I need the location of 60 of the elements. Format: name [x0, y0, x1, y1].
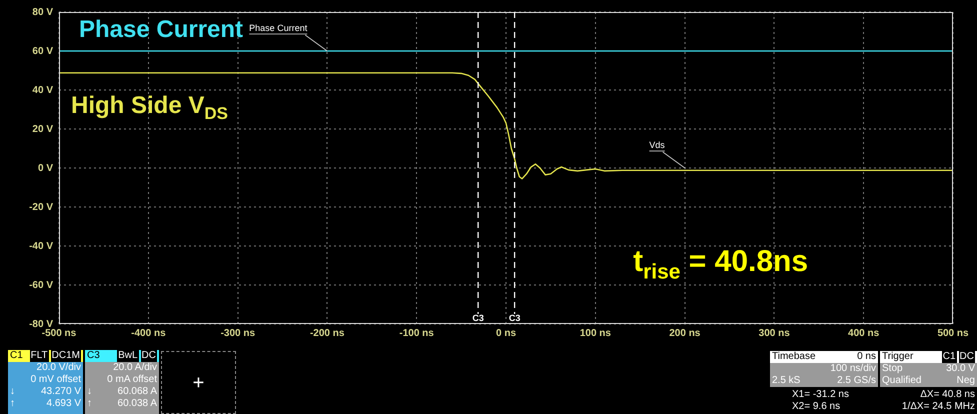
y-tick-label: 40 V — [32, 84, 54, 96]
x-tick-label: 300 ns — [758, 328, 790, 339]
text: 0 mA offset — [107, 374, 157, 386]
y-tick-label: -20 V — [29, 202, 54, 213]
text: 1/ΔX= 24.5 MHz — [902, 401, 975, 413]
x-tick-label: 0 ns — [496, 328, 516, 339]
text: 2.5 GS/s — [837, 375, 876, 387]
x-tick-label: -200 ns — [310, 328, 345, 339]
text: ΔX= 40.8 ns — [920, 389, 975, 401]
text: Qualified — [882, 375, 922, 387]
y-tick-label: 20 V — [32, 124, 54, 135]
text: DC — [140, 350, 157, 362]
text: + — [192, 372, 204, 394]
text: C1 — [10, 350, 23, 362]
text: 100 ns/div — [830, 363, 876, 375]
y-tick-label: -80 V — [29, 318, 54, 330]
text: Trigger — [882, 351, 914, 363]
x-tick-label: 100 ns — [580, 328, 612, 339]
text: C3 — [87, 350, 100, 362]
text: FLT — [30, 350, 49, 362]
x-tick-label: 500 ns — [937, 328, 969, 339]
annotation: Vds — [649, 140, 666, 150]
text: 60.068 A — [118, 386, 157, 398]
text: C1 — [942, 351, 957, 363]
text: 60.038 A — [118, 398, 157, 410]
text: 20.0 A/div — [113, 362, 157, 374]
x-tick-label: -400 ns — [131, 328, 166, 339]
text: 43.270 V — [40, 386, 81, 398]
text: X2= 9.6 ns — [792, 401, 840, 413]
text: ↓ — [10, 386, 15, 398]
annotation: Phase Current — [249, 22, 308, 33]
x-tick-label: 200 ns — [669, 328, 701, 339]
text: Neg — [956, 375, 975, 387]
ref-line-label: C3 — [508, 312, 520, 323]
text: ↓ — [87, 386, 92, 398]
x-tick-label: 400 ns — [848, 328, 880, 339]
series-label: Phase Current — [79, 16, 244, 43]
text: 2.5 kS — [772, 375, 800, 387]
text: X1= -31.2 ns — [792, 389, 849, 401]
y-tick-label: 60 V — [32, 46, 54, 57]
text: ↑ — [87, 398, 92, 410]
y-tick-label: -60 V — [29, 280, 54, 291]
y-tick-label: -40 V — [29, 240, 54, 252]
ref-line-label: C3 — [472, 312, 484, 323]
y-tick-label: 80 V — [32, 6, 54, 18]
text: ↑ — [10, 398, 15, 410]
x-tick-label: -500 ns — [42, 328, 77, 339]
x-tick-label: -300 ns — [220, 328, 256, 339]
text: Stop — [882, 363, 903, 375]
x-tick-label: -100 ns — [399, 328, 434, 339]
text: 4.693 V — [46, 398, 81, 410]
text: Timebase — [772, 351, 816, 363]
text: DC1M — [50, 350, 81, 362]
text: BwL — [117, 350, 139, 362]
text: DC — [958, 351, 975, 363]
text: 30.0 V — [946, 363, 975, 375]
y-tick-label: 0 V — [38, 162, 54, 174]
text: 20.0 V/div — [36, 362, 81, 374]
text: 0 mV offset — [30, 374, 81, 386]
text: 0 ns — [857, 351, 876, 363]
